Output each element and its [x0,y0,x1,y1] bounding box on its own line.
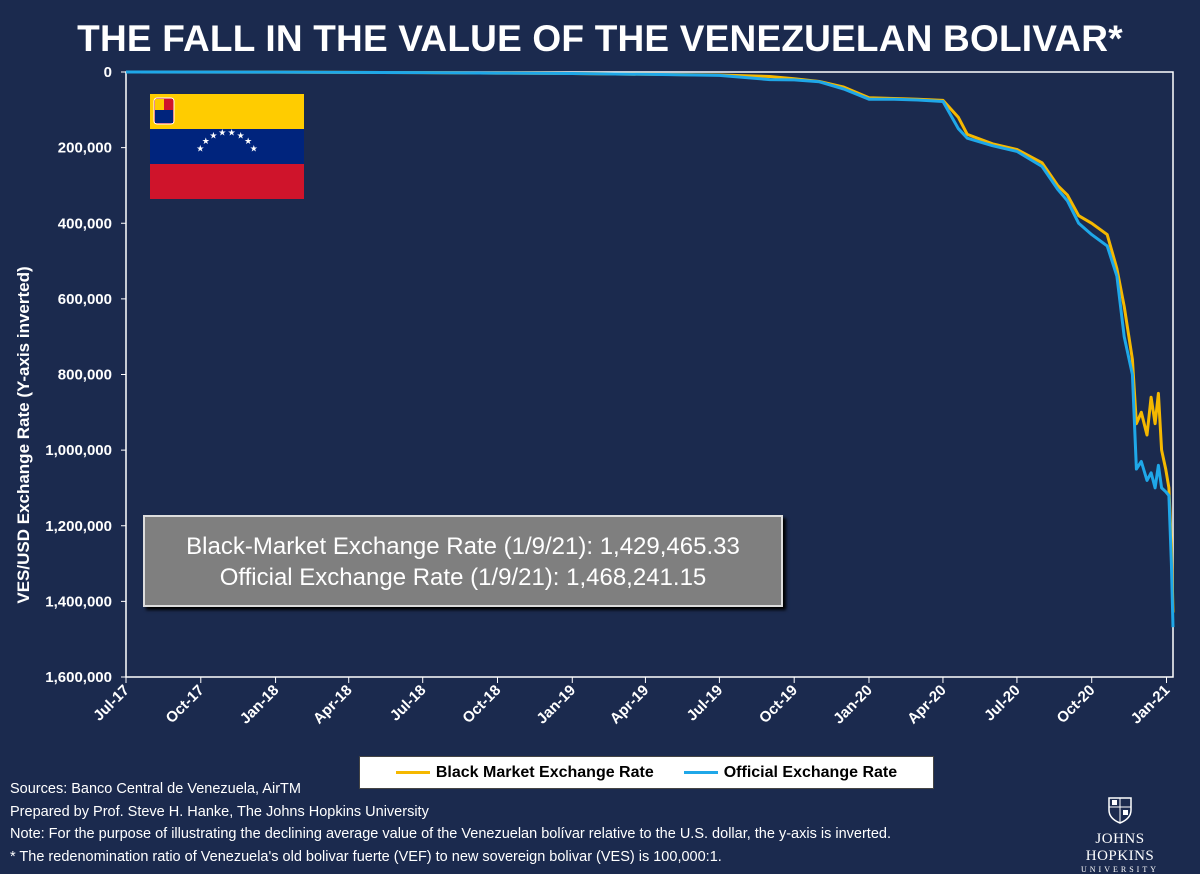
x-tick-label: Jul-19 [684,682,727,725]
footnotes: Sources: Banco Central de Venezuela, Air… [10,778,891,868]
venezuela-flag-icon: ★★★ ★ ★ ★★★ [150,94,304,199]
x-axis: Jul-17 Oct-17 Jan-18 Apr-18 Jul-18 Oct-18 Jan-… [90,677,1173,727]
flag-star-icon: ★ [209,131,217,141]
jhu-logo-sub: UNIVERSITY [1081,865,1159,874]
x-tick-label: Jul-17 [90,682,133,725]
y-tick-label: 1,400,000 [45,593,112,610]
y-axis-label: VES/USD Exchange Rate (Y-axis inverted) [14,266,33,603]
flag-star-icon: ★ [250,144,258,154]
black-market-rate-text: Black-Market Exchange Rate (1/9/21): 1,4… [186,533,740,560]
legend-swatch-official [683,771,718,774]
x-tick-label: Oct-17 [163,682,208,727]
jhu-logo-name: JOHNS HOPKINS [1085,831,1155,864]
footnote-sources: Sources: Banco Central de Venezuela, Air… [10,781,301,797]
y-axis: 0 200,000 400,000 600,000 800,000 1,000,000 1,… [45,64,126,686]
exchange-rate-info-box: Black-Market Exchange Rate (1/9/21): 1,4… [143,515,783,607]
footnote-note: Note: For the purpose of illustrating th… [10,826,891,842]
legend-item-black-market: Black Market Exchange Rate [395,763,654,782]
x-tick-label: Oct-20 [1054,682,1099,727]
x-tick-label: Oct-18 [459,682,504,727]
series-line-official [125,70,1175,628]
y-tick-label: 200,000 [58,140,112,157]
x-tick-label: Jan-20 [830,682,876,728]
legend-label-black-market: Black Market Exchange Rate [435,763,654,781]
y-tick-label: 1,000,000 [45,442,112,459]
footnote-prepared-by: Prepared by Prof. Steve H. Hanke, The Jo… [10,803,429,820]
coat-of-arms-icon [153,97,175,125]
flag-star-icon: ★ [202,137,210,147]
chart-legend: Black Market Exchange Rate Official Exch… [359,756,934,789]
footnote-redenomination: * The redenomination ratio of Venezuela'… [10,848,722,865]
official-rate-text: Official Exchange Rate (1/9/21): 1,468,2… [219,564,707,591]
x-tick-label: Apr-20 [904,682,950,728]
flag-star-icon: ★ [218,128,226,138]
flag-star-icon: ★ [244,137,252,147]
x-tick-label: Jul-20 [981,682,1024,725]
series-lines [125,70,1175,628]
flag-stars-icon: ★★★ ★ ★ ★★★ [196,128,258,154]
y-tick-label: 0 [104,64,112,81]
y-tick-label: 600,000 [58,291,112,308]
x-tick-label: Apr-19 [607,682,653,728]
jhu-logo: JOHNS HOPKINS UNIVERSITY [1060,796,1180,874]
flag-star-icon: ★ [228,128,236,138]
flag-star-icon: ★ [237,131,245,141]
x-tick-label: Jan-18 [237,682,283,728]
y-tick-label: 800,000 [58,367,112,384]
jhu-shield-icon [1108,797,1132,824]
y-tick-label: 1,200,000 [45,518,112,535]
legend-label-official: Official Exchange Rate [723,763,898,781]
x-tick-label: Apr-18 [310,682,356,728]
chart-title: THE FALL IN THE VALUE OF THE VENEZUELAN … [77,18,1123,59]
legend-item-official: Official Exchange Rate [683,763,898,782]
legend-swatch-black-market [395,771,430,774]
x-tick-label: Jan-19 [533,682,579,728]
y-tick-label: 1,600,000 [45,669,112,686]
x-tick-label: Oct-19 [756,682,801,727]
y-tick-label: 400,000 [58,215,112,232]
x-tick-label: Jan-21 [1128,682,1174,728]
x-tick-label: Jul-18 [387,682,430,725]
flag-star-icon: ★ [196,144,204,154]
